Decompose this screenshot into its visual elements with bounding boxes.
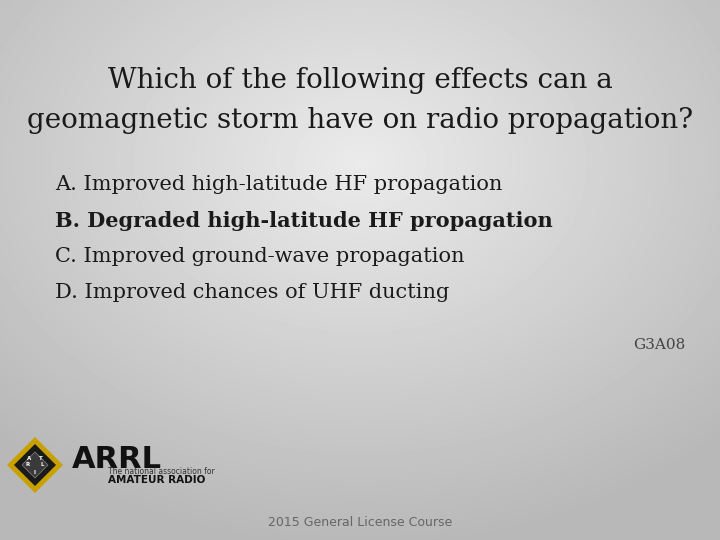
Text: B. Degraded high-latitude HF propagation: B. Degraded high-latitude HF propagation bbox=[55, 211, 553, 231]
Text: Which of the following effects can a: Which of the following effects can a bbox=[107, 66, 613, 93]
Text: D. Improved chances of UHF ducting: D. Improved chances of UHF ducting bbox=[55, 284, 449, 302]
Text: I: I bbox=[34, 469, 36, 475]
Text: A: A bbox=[27, 456, 31, 461]
Text: 2015 General License Course: 2015 General License Course bbox=[268, 516, 452, 529]
Text: geomagnetic storm have on radio propagation?: geomagnetic storm have on radio propagat… bbox=[27, 106, 693, 133]
Polygon shape bbox=[14, 444, 56, 486]
Text: T: T bbox=[39, 456, 43, 461]
Text: AMATEUR RADIO: AMATEUR RADIO bbox=[108, 475, 205, 485]
Text: C. Improved ground-wave propagation: C. Improved ground-wave propagation bbox=[55, 247, 464, 267]
Polygon shape bbox=[22, 452, 48, 478]
Polygon shape bbox=[7, 437, 63, 493]
Text: A. Improved high-latitude HF propagation: A. Improved high-latitude HF propagation bbox=[55, 176, 503, 194]
Text: R: R bbox=[26, 462, 30, 468]
Text: L: L bbox=[40, 462, 44, 468]
Text: The national association for: The national association for bbox=[108, 467, 215, 476]
Text: G3A08: G3A08 bbox=[633, 338, 685, 352]
Text: ARRL: ARRL bbox=[72, 446, 162, 475]
